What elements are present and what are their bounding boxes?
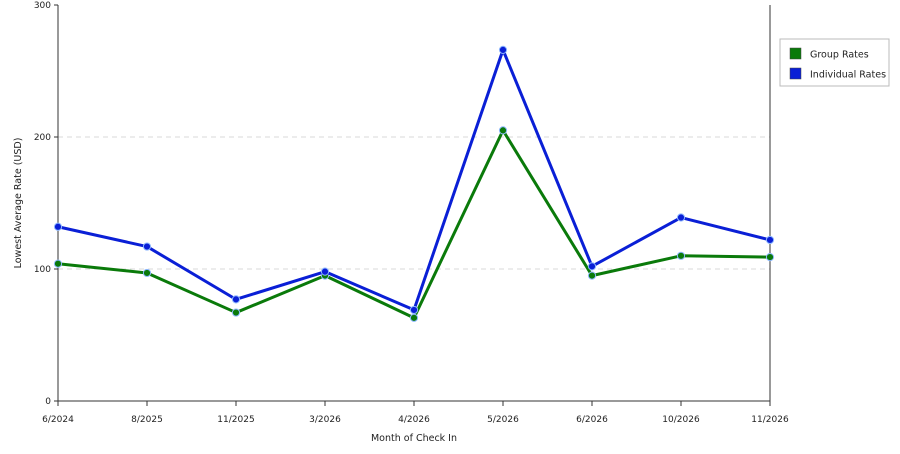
y-tick-label: 200 (34, 133, 51, 143)
data-point (587, 262, 597, 271)
data-point (53, 259, 63, 268)
data-point (587, 271, 597, 280)
legend-label: Group Rates (810, 50, 869, 61)
x-tick-label: 11/2025 (217, 415, 254, 425)
series (53, 45, 775, 322)
axes (57, 5, 771, 402)
grid-lines (58, 136, 770, 270)
legend-swatch (789, 67, 802, 80)
y-axis-title: Lowest Average Rate (USD) (13, 138, 24, 269)
x-tick-label: 4/2026 (398, 415, 430, 425)
x-tick-label: 8/2025 (131, 415, 163, 425)
data-point (409, 305, 419, 315)
y-tick-label: 300 (34, 1, 51, 11)
data-point (765, 253, 775, 262)
x-tick-label: 3/2026 (309, 415, 341, 425)
series-group-rates (53, 126, 775, 322)
data-point (765, 235, 775, 245)
x-ticks: 6/2024 8/2025 11/2025 3/2026 4/2026 5/2026 6/2… (42, 401, 789, 425)
series-line (56, 48, 772, 312)
x-tick-label: 6/2026 (576, 415, 608, 425)
y-ticks: 0 100 200 300 (34, 1, 58, 407)
data-point (53, 222, 63, 231)
x-tick-label: 6/2024 (42, 415, 74, 425)
series-individual-rates (53, 45, 775, 315)
legend-label: Individual Rates (810, 70, 886, 81)
data-point (142, 268, 152, 278)
legend-swatch (789, 47, 802, 60)
data-point (498, 45, 508, 54)
x-tick-label: 5/2026 (487, 415, 519, 425)
y-tick-label: 100 (34, 265, 51, 275)
data-point (409, 313, 419, 322)
x-tick-label: 10/2026 (662, 415, 700, 425)
legend: Group Rates Individual Rates (779, 38, 890, 87)
series-line (56, 128, 772, 320)
x-tick-label: 11/2026 (751, 415, 789, 425)
data-point (676, 213, 686, 222)
data-point (142, 242, 152, 251)
data-point (676, 251, 686, 260)
data-point (498, 126, 508, 135)
x-axis-title: Month of Check In (371, 433, 457, 444)
data-point (231, 295, 241, 304)
y-tick-label: 0 (45, 397, 51, 407)
data-point (231, 308, 241, 317)
data-point (320, 267, 330, 276)
